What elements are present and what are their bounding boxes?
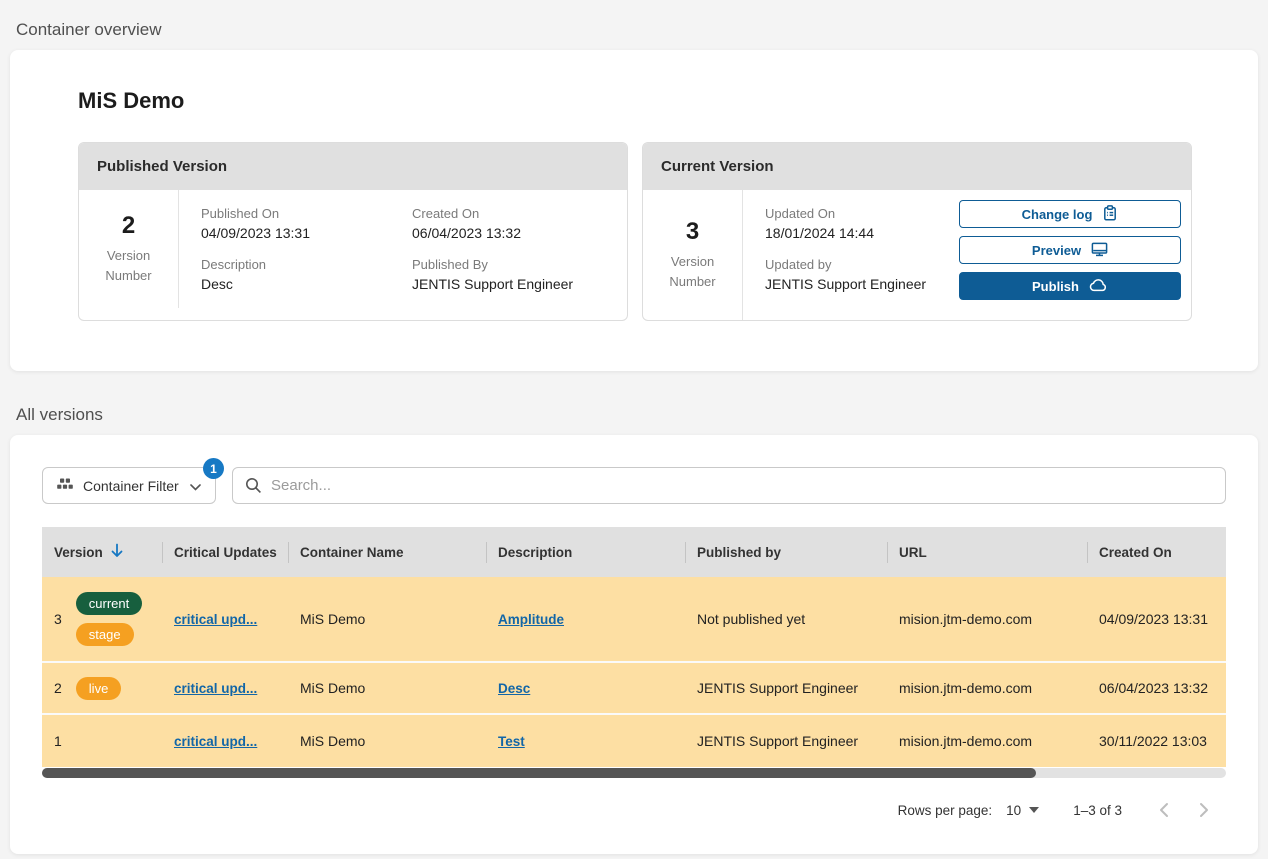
container-icon [57,478,73,494]
next-page-button[interactable] [1197,800,1212,820]
cloud-icon [1089,278,1108,295]
change-log-button[interactable]: Change log [959,200,1181,228]
clipboard-icon [1102,204,1118,224]
published-version-number: 2 [121,211,136,239]
publish-label: Publish [1032,278,1079,294]
created-on-cell: 06/04/2023 13:32 [1099,680,1208,696]
search-input[interactable] [232,467,1226,504]
container-name-cell: MiS Demo [300,733,366,749]
all-versions-card: Container Filter 1 Version [10,435,1258,854]
created-on-cell: 30/11/2022 13:03 [1099,733,1207,749]
status-badge-stage: stage [75,623,134,646]
container-filter-dropdown[interactable]: Container Filter 1 [42,458,224,504]
published-version-card: Published Version 2 Version Number Publis… [78,142,628,321]
published-by-cell: JENTIS Support Engineer [697,733,859,749]
published-version-title: Published Version [79,143,627,190]
versions-table: Version Critical Updates Container Name … [42,527,1226,767]
published-by-cell: Not published yet [697,611,806,627]
version-number-cell: 2 [54,680,62,696]
description-link[interactable]: Test [498,733,525,749]
current-version-card: Current Version 3 Version Number Updated … [642,142,1192,321]
monitor-icon [1091,241,1108,260]
critical-updates-link[interactable]: critical upd... [174,733,258,749]
url-cell: mision.jtm-demo.com [899,680,1033,696]
table-pagination: Rows per page: 10 1–3 of 3 [42,800,1226,820]
current-version-number-label: Version Number [669,253,716,289]
description-link[interactable]: Desc [498,680,531,696]
status-badge-current: current [75,592,143,615]
column-header-container-name[interactable]: Container Name [288,527,486,577]
column-header-version[interactable]: Version [42,527,162,577]
current-version-title: Current Version [643,143,1191,190]
table-row: 2 live critical upd... MiS Demo Desc JEN… [42,663,1226,715]
container-name-cell: MiS Demo [300,680,366,696]
page-title-all-versions: All versions [16,405,103,424]
column-header-url[interactable]: URL [887,527,1087,577]
column-header-description[interactable]: Description [486,527,685,577]
description-field: Description Desc [201,257,267,292]
table-header-row: Version Critical Updates Container Name … [42,527,1226,577]
published-on-field: Published On 04/09/2023 13:31 [201,206,310,241]
description-link[interactable]: Amplitude [498,611,564,627]
url-cell: mision.jtm-demo.com [899,611,1033,627]
rows-per-page-select[interactable]: 10 [1006,803,1040,818]
filter-count-badge: 1 [203,458,224,479]
horizontal-scrollbar-thumb[interactable] [42,768,1036,778]
preview-button[interactable]: Preview [959,236,1181,264]
page-title-container-overview: Container overview [16,20,162,39]
published-by-cell: JENTIS Support Engineer [697,680,859,696]
critical-updates-link[interactable]: critical upd... [174,611,258,627]
published-version-number-label: Version Number [105,247,152,283]
current-version-number: 3 [685,217,700,245]
updated-on-field: Updated On 18/01/2024 14:44 [765,206,874,241]
container-name-heading: MiS Demo [78,88,185,113]
version-number-cell: 3 [54,611,62,627]
column-header-critical-updates[interactable]: Critical Updates [162,527,288,577]
horizontal-scrollbar-track[interactable] [42,768,1226,778]
critical-updates-link[interactable]: critical upd... [174,680,258,696]
created-on-cell: 04/09/2023 13:31 [1099,611,1208,627]
column-header-created-on[interactable]: Created On [1087,527,1226,577]
previous-page-button[interactable] [1156,800,1171,820]
column-header-published-by[interactable]: Published by [685,527,887,577]
table-row: 1 critical upd... MiS Demo Test JENTIS S… [42,715,1226,767]
version-number-cell: 1 [54,733,62,749]
created-on-field: Created On 06/04/2023 13:32 [412,206,521,241]
table-row: 3 current stage critical upd... MiS Demo… [42,577,1226,663]
container-filter-label: Container Filter [83,477,179,494]
publish-button[interactable]: Publish [959,272,1181,300]
status-badge-live: live [75,676,122,700]
caret-down-icon [1029,807,1040,813]
preview-label: Preview [1031,242,1082,258]
pagination-range-label: 1–3 of 3 [1073,802,1122,818]
rows-per-page-label: Rows per page: [897,802,993,818]
current-version-number-block: 3 Version Number [643,190,743,320]
published-by-field: Published By JENTIS Support Engineer [412,257,574,292]
sort-descending-icon[interactable] [110,543,124,561]
container-name-cell: MiS Demo [300,611,366,627]
published-version-number-block: 2 Version Number [79,190,179,308]
container-overview-card: MiS Demo Published Version 2 Version Numb… [10,50,1258,371]
updated-by-field: Updated by JENTIS Support Engineer [765,257,927,292]
change-log-label: Change log [1021,206,1093,222]
chevron-down-icon [190,478,201,494]
url-cell: mision.jtm-demo.com [899,733,1033,749]
